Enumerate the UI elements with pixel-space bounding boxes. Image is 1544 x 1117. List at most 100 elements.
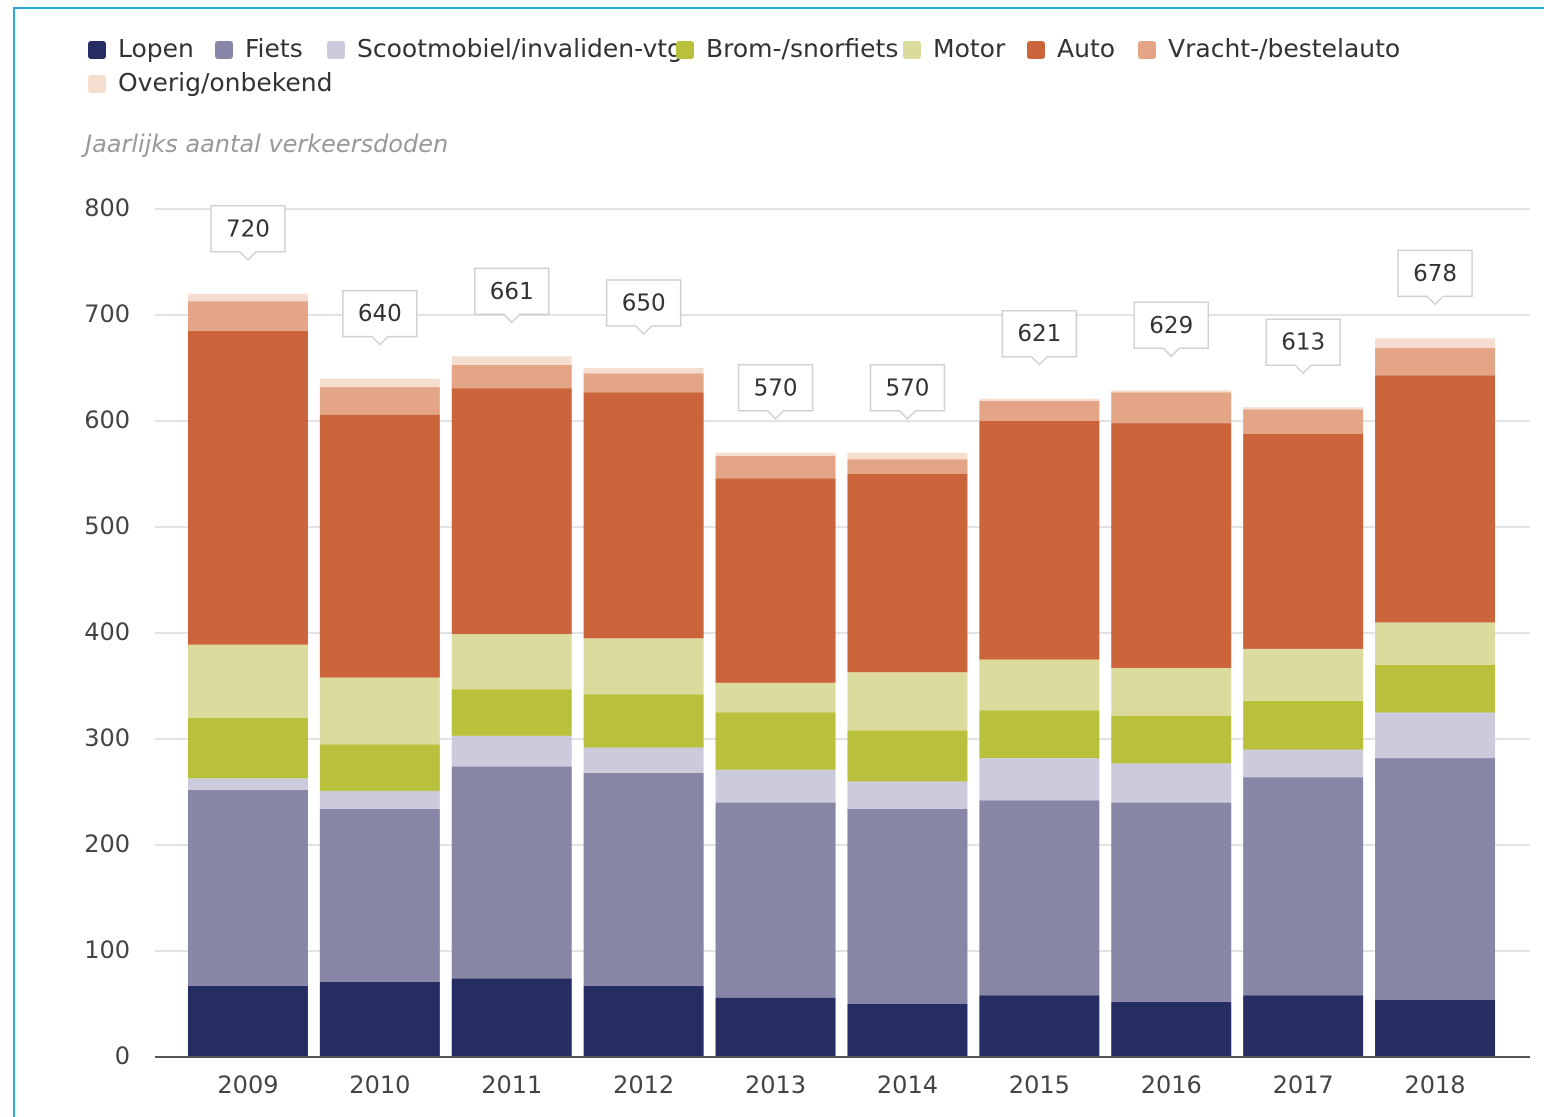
bar-segment [1243, 648, 1364, 701]
total-label: 570 [885, 375, 929, 401]
total-callout [210, 205, 286, 261]
bar-segment [583, 985, 704, 1057]
bar-segment [715, 997, 836, 1057]
legend-label: Fiets [245, 34, 303, 63]
bar-segment [451, 766, 572, 979]
y-tick-label: 300 [84, 724, 130, 752]
legend-swatch [215, 41, 233, 59]
legend-label: Motor [933, 34, 1006, 63]
bar-segment [979, 995, 1100, 1057]
bar-segment [1111, 390, 1232, 393]
bar-segment [451, 356, 572, 365]
bar-segment [979, 800, 1100, 996]
legend-swatch [903, 41, 921, 59]
bar-segment [1243, 749, 1364, 778]
bar-segment [1243, 777, 1364, 996]
total-label: 629 [1149, 313, 1193, 339]
bar-segment [1243, 995, 1364, 1057]
total-callout [737, 364, 814, 420]
bar-segment [1111, 392, 1232, 424]
bar-segment [583, 373, 704, 393]
x-tick-label: 2009 [217, 1071, 278, 1099]
bar-segment [979, 400, 1100, 421]
x-tick-label: 2011 [481, 1071, 542, 1099]
bar-segment [1111, 715, 1232, 764]
bar-segment [1243, 700, 1364, 750]
x-tick-label: 2013 [745, 1071, 806, 1099]
total-label: 640 [358, 301, 402, 327]
y-tick-label: 200 [84, 830, 130, 858]
bar-segment [847, 672, 968, 731]
y-tick-label: 100 [84, 936, 130, 964]
y-tick-label: 400 [84, 618, 130, 646]
frame [13, 7, 1544, 1117]
bar-segment [187, 717, 308, 779]
total-label: 650 [622, 291, 666, 317]
bar-segment [187, 985, 308, 1057]
legend-swatch [327, 41, 345, 59]
bar-segment [1375, 622, 1496, 665]
total-label: 720 [226, 216, 270, 242]
legend-swatch [1138, 41, 1156, 59]
legend-swatch [1027, 41, 1045, 59]
bar-segment [187, 293, 308, 302]
total-label: 621 [1017, 321, 1061, 347]
bar-segment [319, 981, 440, 1057]
legend-label: Lopen [118, 34, 194, 63]
bar-segment [847, 808, 968, 1004]
legend-label: Brom-/snorfiets [706, 34, 898, 63]
bar-segment [715, 478, 836, 683]
bar-segment [1375, 712, 1496, 759]
bar-segment [1243, 409, 1364, 434]
bar-segment [187, 301, 308, 331]
y-tick-label: 600 [84, 406, 130, 434]
bar-segment [1111, 667, 1232, 716]
bar-segment [451, 689, 572, 736]
total-callout [869, 364, 946, 420]
total-callout [1133, 301, 1209, 358]
legend-label: Overig/onbekend [118, 68, 332, 97]
bar-segment [1111, 1001, 1232, 1057]
bar-segment [1375, 758, 1496, 1000]
total-callout [474, 267, 550, 324]
x-tick-label: 2010 [349, 1071, 410, 1099]
bar-segment [715, 769, 836, 803]
bar-segment [319, 387, 440, 415]
chart-subtitle: Jaarlijks aantal verkeersdoden [81, 130, 448, 158]
bar-segment [715, 712, 836, 770]
total-callout [342, 289, 418, 346]
bar-segment [583, 638, 704, 695]
legend-swatch [88, 41, 106, 59]
bar-segment [583, 747, 704, 773]
bar-segment [319, 414, 440, 678]
bar-segment [319, 677, 440, 745]
bar-segment [979, 398, 1100, 401]
x-tick-label: 2017 [1273, 1071, 1334, 1099]
bar-segment [979, 659, 1100, 711]
bar-segment [187, 789, 308, 986]
bar-segment [451, 388, 572, 635]
legend-label: Vracht-/bestelauto [1168, 34, 1400, 63]
total-callout [1001, 309, 1078, 366]
bar-segment [187, 330, 308, 645]
bar-segment [451, 735, 572, 767]
total-label: 661 [490, 279, 534, 305]
bar-segment [451, 978, 572, 1057]
bar-segment [979, 710, 1100, 759]
total-callout [605, 279, 682, 336]
bar-segment [187, 644, 308, 718]
bar-segment [1111, 763, 1232, 803]
legend-label: Scootmobiel/invaliden-vtg [357, 34, 683, 63]
bar-segment [1375, 375, 1496, 623]
bar-segment [1375, 338, 1496, 348]
bar-segment [583, 368, 704, 374]
total-label: 678 [1413, 261, 1457, 287]
bar-segment [451, 364, 572, 389]
total-callout [1397, 249, 1473, 306]
x-tick-label: 2018 [1405, 1071, 1466, 1099]
bar-segment [319, 790, 440, 809]
x-tick-label: 2014 [877, 1071, 938, 1099]
x-tick-label: 2012 [613, 1071, 674, 1099]
bar-segment [583, 392, 704, 639]
